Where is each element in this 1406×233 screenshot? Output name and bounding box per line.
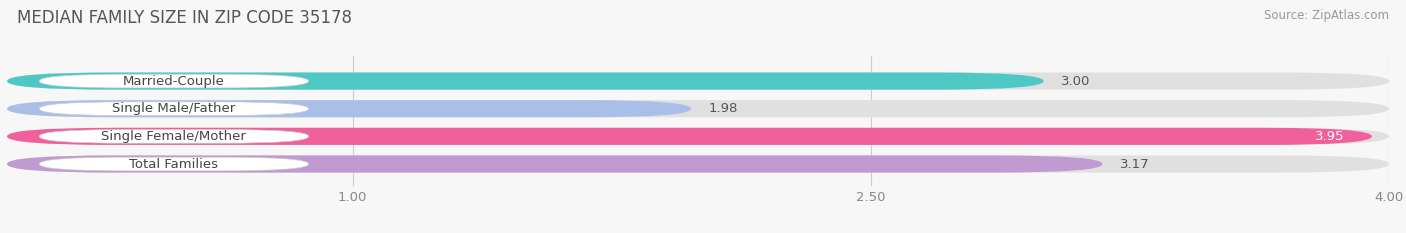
FancyBboxPatch shape (39, 157, 309, 171)
FancyBboxPatch shape (7, 72, 1389, 90)
FancyBboxPatch shape (7, 100, 692, 117)
Text: 3.00: 3.00 (1062, 75, 1090, 88)
Text: MEDIAN FAMILY SIZE IN ZIP CODE 35178: MEDIAN FAMILY SIZE IN ZIP CODE 35178 (17, 9, 352, 27)
Text: Single Male/Father: Single Male/Father (112, 102, 236, 115)
Text: Married-Couple: Married-Couple (122, 75, 225, 88)
FancyBboxPatch shape (39, 74, 309, 88)
FancyBboxPatch shape (7, 128, 1389, 145)
FancyBboxPatch shape (7, 155, 1389, 173)
Text: Single Female/Mother: Single Female/Mother (101, 130, 246, 143)
FancyBboxPatch shape (7, 72, 1043, 90)
Text: Total Families: Total Families (129, 158, 218, 171)
FancyBboxPatch shape (39, 102, 309, 116)
Text: 1.98: 1.98 (709, 102, 738, 115)
FancyBboxPatch shape (7, 155, 1102, 173)
FancyBboxPatch shape (7, 100, 1389, 117)
Text: Source: ZipAtlas.com: Source: ZipAtlas.com (1264, 9, 1389, 22)
Text: 3.17: 3.17 (1119, 158, 1149, 171)
FancyBboxPatch shape (39, 130, 309, 143)
Text: 3.95: 3.95 (1315, 130, 1344, 143)
FancyBboxPatch shape (7, 128, 1372, 145)
